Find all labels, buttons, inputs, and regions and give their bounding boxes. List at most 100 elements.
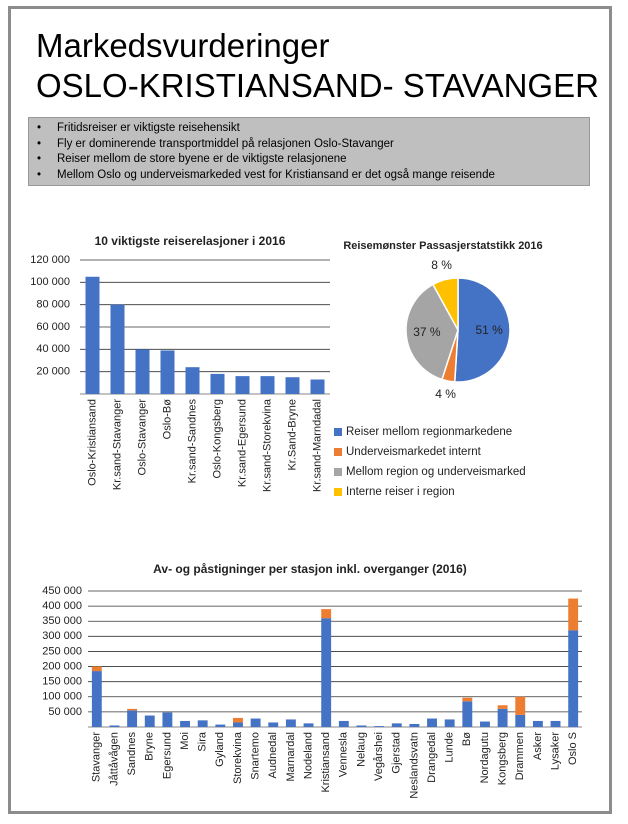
chart-title: 10 viktigste reiserelasjoner i 2016: [95, 234, 286, 248]
bar: [233, 722, 243, 727]
x-tick-label: Kr.sand-Egersund: [236, 399, 248, 487]
bar: [197, 720, 208, 727]
bar: [303, 723, 314, 727]
bar: [85, 276, 100, 394]
bar: [310, 379, 325, 394]
legend-swatch: [334, 468, 342, 476]
data-label: 8 %: [431, 258, 452, 272]
bar: [210, 373, 225, 394]
legend-label: Interne reiser i region: [346, 486, 455, 498]
y-tick-label: 450 000: [42, 585, 82, 597]
x-tick-label: Oslo-Stavanger: [136, 399, 148, 476]
legend-swatch: [334, 448, 342, 456]
bar: [185, 367, 200, 394]
x-tick-label: Vegårshei: [373, 732, 385, 781]
x-tick-label: Drammen: [514, 732, 526, 780]
bar: [321, 609, 332, 619]
slide-title: Markedsvurderinger OSLO-KRISTIANSAND- ST…: [36, 26, 599, 106]
data-label: 4 %: [435, 387, 456, 401]
y-tick-label: 200 000: [42, 660, 82, 672]
bar: [338, 720, 349, 727]
bar: [160, 350, 175, 394]
data-label: 37 %: [413, 325, 441, 339]
x-tick-label: Gjerstad: [391, 732, 403, 774]
y-tick-label: 100 000: [42, 691, 82, 703]
x-tick-label: Kr.sand-Stavanger: [111, 399, 123, 490]
y-tick-label: 50 000: [48, 706, 82, 718]
bar: [444, 719, 455, 727]
legend-swatch: [334, 428, 342, 436]
bar: [568, 630, 579, 727]
pie-slice: [431, 277, 459, 331]
x-tick-label: Lunde: [444, 732, 456, 763]
bullet: Fritidsreiser er viktigste reisehensikt: [29, 121, 589, 137]
bar: [285, 719, 296, 727]
x-tick-label: Oslo-Kongsberg: [211, 399, 223, 479]
y-tick-label: 400 000: [42, 600, 82, 612]
y-tick-label: 100 000: [30, 276, 70, 288]
bullet: Fly er dominerende transportmiddel på re…: [29, 137, 589, 153]
y-tick-label: 350 000: [42, 615, 82, 627]
bar: [162, 712, 173, 727]
x-tick-label: Kr.sand-Sandnes: [186, 399, 198, 484]
x-tick-label: Sira: [197, 731, 209, 751]
bar: [215, 724, 226, 727]
x-tick-label: Egersund: [161, 732, 173, 779]
bar: [135, 349, 150, 394]
bar: [568, 598, 579, 631]
bar: [91, 671, 102, 727]
data-label: 51 %: [476, 323, 504, 337]
x-tick-label: Nelaug: [355, 732, 367, 767]
x-tick-label: Snartemo: [250, 732, 262, 780]
bar: [260, 376, 275, 394]
x-tick-label: Oslo S: [567, 732, 579, 765]
y-tick-label: 80 000: [36, 299, 70, 311]
y-tick-label: 20 000: [36, 366, 70, 378]
bar: [321, 618, 332, 727]
bar: [462, 697, 473, 702]
bar: [409, 723, 420, 727]
x-tick-label: Kr.Sand-Bryne: [286, 399, 298, 471]
bar: [268, 722, 279, 727]
bar: [110, 304, 125, 394]
x-tick-label: Kristiansand: [320, 732, 332, 793]
x-tick-label: Oslo-Bø: [161, 399, 173, 440]
x-tick-label: Asker: [532, 732, 544, 760]
bar: [515, 696, 526, 715]
legend-label: Reiser mellom regionmarkedene: [346, 426, 512, 438]
bar: [144, 715, 155, 727]
x-tick-label: Sandnes: [126, 732, 138, 776]
x-tick-label: Marnardal: [285, 732, 297, 782]
x-tick-label: Bryne: [144, 732, 156, 761]
x-tick-label: Jåttåvågen: [108, 732, 120, 786]
bullet-box: Fritidsreiser er viktigste reisehensikt …: [28, 117, 590, 186]
bar: [233, 717, 243, 723]
bar: [480, 721, 490, 727]
x-tick-label: Bø: [461, 732, 473, 746]
bar: [427, 718, 437, 727]
title-line: OSLO-KRISTIANSAND- STAVANGER: [36, 67, 599, 104]
y-tick-label: 250 000: [42, 645, 82, 657]
bullet: Reiser mellom de store byene er de vikti…: [29, 152, 589, 168]
legend-label: Mellom region og underveismarked: [346, 466, 526, 478]
x-tick-label: Moi: [179, 732, 191, 750]
x-tick-label: Drangedal: [426, 732, 438, 783]
y-tick-label: 300 000: [42, 630, 82, 642]
x-tick-label: Gyland: [214, 732, 226, 767]
pie-slice: [453, 277, 511, 383]
bar: [497, 708, 508, 727]
bar: [497, 705, 508, 709]
bar: [515, 714, 526, 727]
legend-swatch: [334, 488, 342, 496]
x-tick-label: Nodeland: [302, 732, 314, 779]
x-tick-label: Kr.sand-Storekvina: [261, 398, 273, 492]
x-tick-label: Nordagutu: [479, 732, 491, 783]
chart-title: Reisemønster Passasjerstatstikk 2016: [343, 240, 542, 252]
x-tick-label: Kongsberg: [497, 732, 509, 785]
bullet: Mellom Oslo og underveismarkeded vest fo…: [29, 168, 589, 184]
bar: [91, 666, 102, 672]
bar: [462, 701, 473, 727]
bar: [532, 720, 543, 727]
bar: [374, 726, 385, 727]
